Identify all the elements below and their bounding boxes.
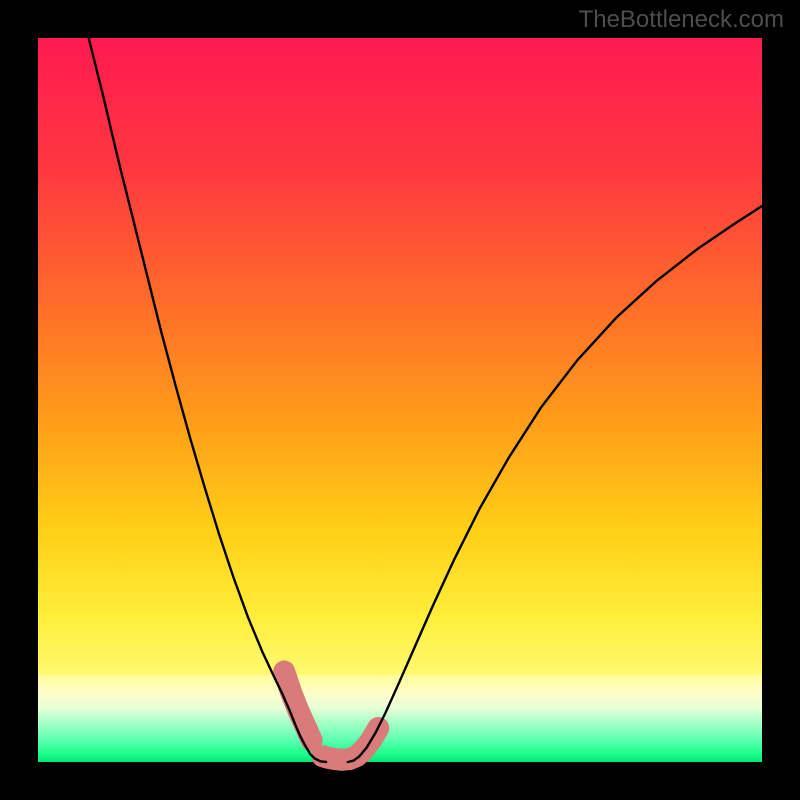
- chart-root: TheBottleneck.com: [0, 0, 800, 800]
- watermark-text: TheBottleneck.com: [579, 6, 784, 34]
- plot-area: [38, 38, 762, 762]
- plot-svg: [0, 0, 800, 800]
